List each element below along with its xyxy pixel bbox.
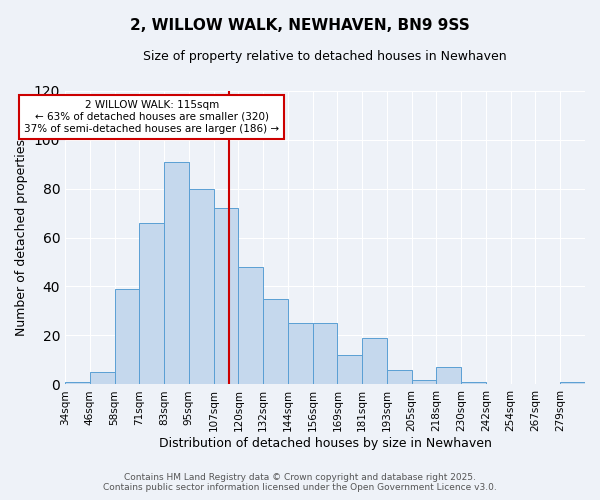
Bar <box>214 208 238 384</box>
Bar <box>90 372 115 384</box>
Y-axis label: Number of detached properties: Number of detached properties <box>15 139 28 336</box>
Bar <box>263 298 288 384</box>
Text: Contains HM Land Registry data © Crown copyright and database right 2025.
Contai: Contains HM Land Registry data © Crown c… <box>103 473 497 492</box>
Bar <box>560 382 585 384</box>
Bar <box>362 338 387 384</box>
Bar <box>65 382 90 384</box>
Bar <box>313 323 337 384</box>
Bar <box>288 323 313 384</box>
Text: 2, WILLOW WALK, NEWHAVEN, BN9 9SS: 2, WILLOW WALK, NEWHAVEN, BN9 9SS <box>130 18 470 32</box>
Title: Size of property relative to detached houses in Newhaven: Size of property relative to detached ho… <box>143 50 507 63</box>
Bar <box>337 355 362 384</box>
Bar <box>412 380 436 384</box>
X-axis label: Distribution of detached houses by size in Newhaven: Distribution of detached houses by size … <box>158 437 491 450</box>
Bar <box>115 289 139 384</box>
Bar <box>238 267 263 384</box>
Text: 2 WILLOW WALK: 115sqm
← 63% of detached houses are smaller (320)
37% of semi-det: 2 WILLOW WALK: 115sqm ← 63% of detached … <box>24 100 279 134</box>
Bar <box>387 370 412 384</box>
Bar <box>139 223 164 384</box>
Bar <box>164 162 189 384</box>
Bar <box>436 368 461 384</box>
Bar <box>461 382 486 384</box>
Bar <box>189 188 214 384</box>
